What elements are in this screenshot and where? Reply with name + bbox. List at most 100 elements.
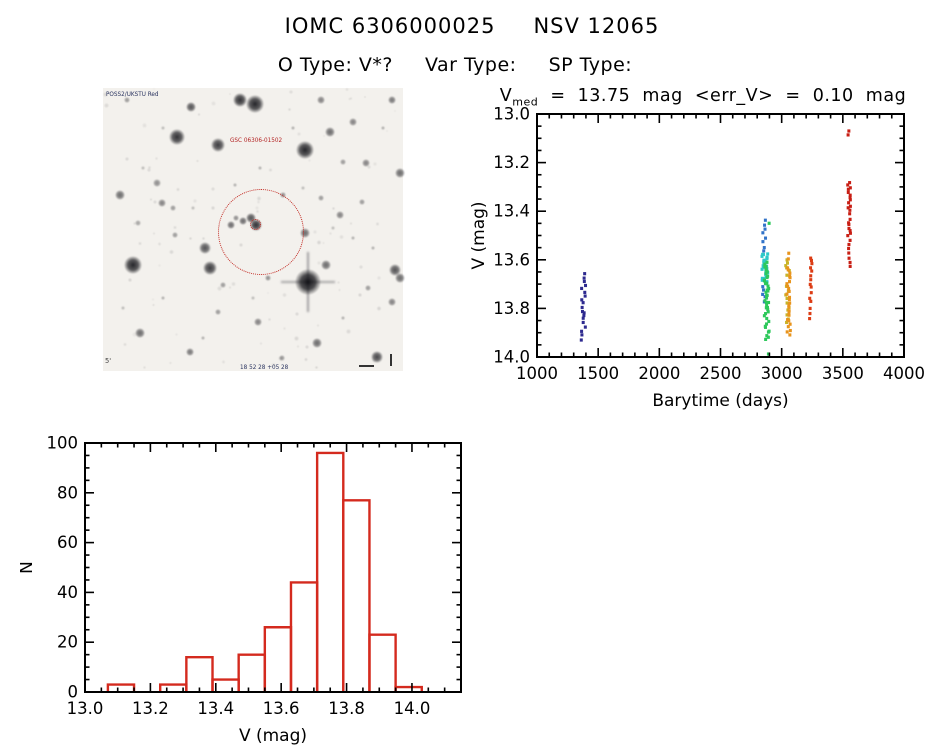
title-star-name: NSV 12065 [533, 14, 660, 38]
data-point [848, 238, 852, 242]
star-blob [124, 256, 142, 274]
data-point [785, 313, 789, 317]
star-blob [381, 126, 385, 130]
data-point [808, 306, 812, 311]
star-blob [341, 316, 345, 320]
data-point [847, 251, 851, 255]
data-point [809, 256, 813, 260]
data-point [580, 329, 584, 333]
data-point [846, 234, 850, 238]
star-blob [329, 232, 332, 235]
star-blob [147, 167, 151, 172]
star-blob [322, 134, 326, 138]
data-point [762, 279, 766, 283]
y-tick-label: 13.8 [493, 299, 530, 318]
data-point [581, 320, 585, 325]
data-point [848, 193, 852, 197]
star-blob [318, 195, 324, 201]
data-point [847, 256, 851, 260]
star-blob [217, 286, 222, 291]
star-blob [169, 361, 172, 365]
star-blob [371, 351, 383, 363]
y-tick-label: 0 [68, 683, 79, 702]
star-blob [155, 156, 159, 161]
data-point [764, 312, 768, 316]
y-tick-label: 100 [47, 434, 79, 453]
data-point [848, 204, 852, 208]
star-blob [191, 206, 195, 210]
star-blob [267, 317, 271, 321]
x-axis-label: Barytime (days) [652, 391, 788, 411]
y-axis-label: V (mag) [469, 201, 489, 269]
star-blob [301, 186, 305, 190]
data-point [788, 295, 792, 300]
data-point [583, 325, 587, 329]
data-point [764, 294, 768, 298]
star-blob [203, 261, 217, 275]
coordinates-label: 18 52 28 +05 28 [240, 364, 289, 371]
data-point [785, 292, 789, 296]
data-point [761, 292, 765, 296]
data-point [583, 294, 587, 298]
star-blob [388, 298, 396, 306]
data-point [784, 264, 788, 268]
data-point [761, 264, 765, 268]
star-blob [317, 96, 325, 104]
star-blob [147, 166, 151, 170]
sp-type-label: SP Type: [548, 54, 633, 76]
x-tick-label: 13.8 [328, 699, 365, 718]
data-point [847, 226, 851, 231]
data-point [847, 222, 851, 227]
data-point [581, 316, 585, 320]
x-tick-label: 1500 [577, 364, 619, 383]
data-point [787, 251, 791, 255]
data-point [847, 201, 851, 205]
vmed-symbol: V [499, 86, 513, 106]
data-point [785, 273, 789, 277]
data-point [762, 314, 766, 318]
star-blob [296, 131, 301, 136]
histogram-bar [106, 683, 136, 692]
star-blob [266, 291, 270, 295]
star-blob [188, 236, 192, 240]
star-blob [186, 348, 194, 356]
data-point [788, 333, 792, 337]
star-blob [169, 129, 185, 145]
vmed-subscript: med [512, 95, 539, 109]
data-point [583, 290, 587, 294]
star-blob [133, 221, 137, 226]
histogram-bar [185, 655, 214, 692]
data-point [760, 278, 764, 282]
star-blob [151, 298, 155, 301]
star-blob [366, 164, 372, 170]
star-blob [246, 95, 264, 113]
data-point [785, 320, 789, 325]
star-blob [153, 179, 161, 187]
star-blob [142, 365, 147, 370]
data-point [765, 260, 769, 264]
data-point [808, 316, 812, 321]
x-tick-label: 3000 [761, 364, 803, 383]
data-point [764, 290, 768, 294]
data-point [846, 190, 850, 194]
star-blob [315, 366, 319, 369]
data-point [785, 296, 789, 301]
scale-label: 5' [105, 357, 112, 365]
star-blob [340, 159, 346, 165]
data-point [766, 307, 770, 312]
star-blob [365, 285, 371, 291]
data-point [785, 301, 789, 305]
star-blob [158, 264, 162, 268]
data-point [764, 306, 768, 310]
data-point [762, 249, 766, 253]
page-subtitle: O Type: V*? Var Type: SP Type: [0, 54, 910, 76]
star-blob [124, 156, 130, 162]
y-axis-label: N [20, 561, 37, 574]
star-blob [357, 292, 362, 297]
star-blob [362, 159, 370, 167]
star-blob [123, 342, 128, 347]
star-blob [172, 232, 178, 238]
data-point [785, 282, 789, 286]
magnitude-histogram: 13.0 13.2 13.4 13.6 13.8 14.0 0 20 40 60 80 100 V (m… [20, 434, 462, 746]
data-point [788, 322, 792, 326]
